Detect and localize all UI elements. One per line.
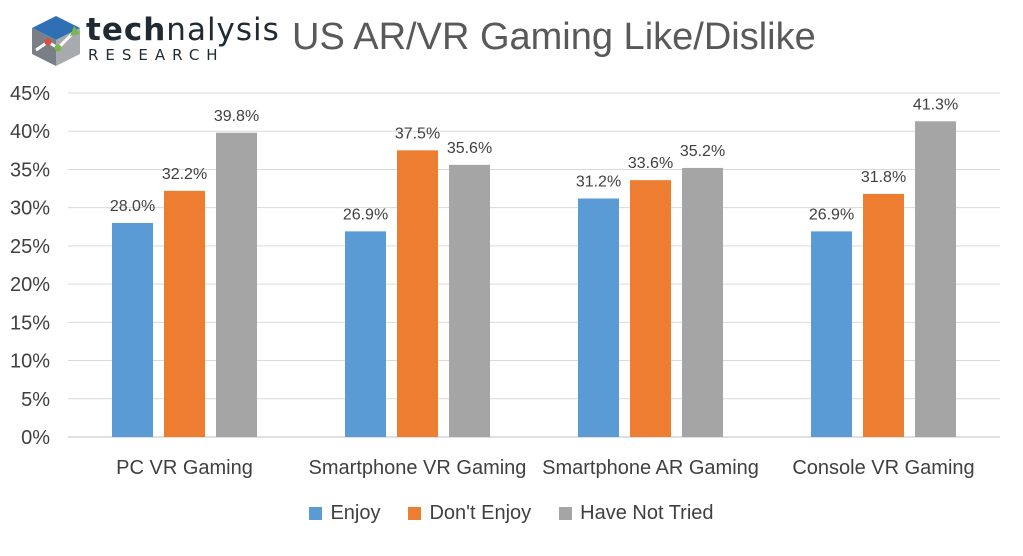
data-label: 31.2% (576, 173, 621, 190)
x-tick-label: Smartphone AR Gaming (542, 457, 759, 479)
bar-enjoy (112, 222, 153, 437)
bar-not-tried (915, 121, 956, 437)
y-tick-label: 35% (10, 159, 50, 181)
legend-item-enjoy: Enjoy (309, 502, 380, 525)
y-tick-label: 15% (10, 312, 50, 334)
legend-label-not-tried: Have Not Tried (580, 502, 714, 524)
legend-item-dont-enjoy: Don't Enjoy (408, 502, 531, 525)
x-tick-label: Smartphone VR Gaming (309, 457, 527, 479)
y-tick-label: 40% (10, 121, 50, 143)
x-tick-label: PC VR Gaming (116, 457, 253, 479)
bar-dont-enjoy (164, 190, 205, 437)
technalysis-logo: technalysis RESEARCH (28, 12, 279, 72)
y-tick-label: 10% (10, 351, 50, 373)
data-label: 39.8% (214, 108, 259, 125)
data-label: 32.2% (162, 166, 207, 183)
data-label: 28.0% (110, 198, 155, 215)
logo-wordmark: technalysis (86, 12, 280, 48)
bar-enjoy (811, 231, 852, 437)
y-tick-label: 5% (21, 389, 50, 411)
logo-word-rest: nalysis (166, 12, 280, 48)
bar-dont-enjoy (397, 150, 438, 438)
x-tick-label: Console VR Gaming (792, 457, 974, 479)
bar-not-tried (216, 132, 257, 438)
legend-swatch-dont-enjoy (408, 507, 422, 520)
y-tick-label: 45% (10, 83, 50, 105)
y-tick-label: 30% (10, 198, 50, 220)
legend-label-enjoy: Enjoy (330, 502, 381, 524)
bar-not-tried (682, 167, 723, 437)
logo-subtitle: RESEARCH (88, 46, 225, 64)
data-label: 33.6% (628, 155, 673, 172)
data-label: 31.8% (861, 169, 906, 186)
data-label: 37.5% (395, 125, 440, 142)
data-label: 35.2% (680, 143, 725, 160)
logo-cube-icon (32, 16, 80, 66)
bar-enjoy (345, 231, 386, 437)
legend-swatch-enjoy (309, 507, 323, 520)
legend-label-dont-enjoy: Don't Enjoy (429, 502, 532, 524)
y-tick-label: 20% (10, 274, 50, 296)
bar-dont-enjoy (863, 193, 904, 437)
y-tick-label: 0% (21, 427, 50, 449)
data-label: 26.9% (343, 206, 388, 223)
bar-dont-enjoy (630, 180, 671, 437)
bar-enjoy (578, 198, 619, 437)
logo-word-tech: tech (86, 12, 167, 48)
legend: Enjoy Don't Enjoy Have Not Tried (0, 502, 1023, 525)
data-label: 41.3% (913, 96, 958, 113)
bar-not-tried (449, 164, 490, 437)
chart-title: US AR/VR Gaming Like/Dislike (292, 16, 816, 58)
legend-swatch-not-tried (559, 507, 573, 520)
legend-item-not-tried: Have Not Tried (559, 502, 714, 525)
data-label: 35.6% (447, 140, 492, 157)
data-label: 26.9% (809, 206, 854, 223)
y-tick-label: 25% (10, 236, 50, 258)
